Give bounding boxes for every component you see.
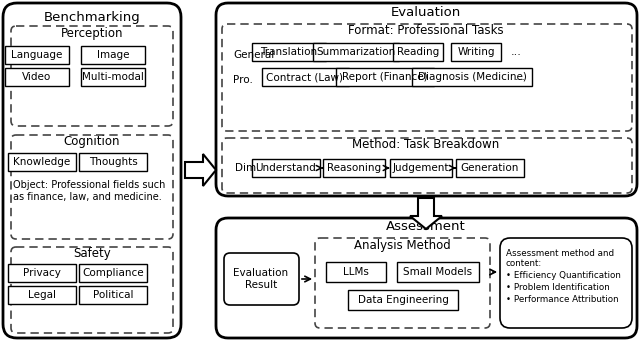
Text: • Efficiency Quantification: • Efficiency Quantification (506, 271, 621, 280)
Text: Pro.: Pro. (233, 75, 253, 85)
Text: Video: Video (22, 72, 52, 82)
FancyBboxPatch shape (11, 135, 173, 239)
Text: LLMs: LLMs (343, 267, 369, 277)
Bar (262, 68, 349, 86)
Text: General: General (233, 50, 275, 60)
Bar (348, 290, 458, 310)
Text: Thoughts: Thoughts (88, 157, 138, 167)
Text: Writing: Writing (457, 47, 495, 57)
Text: Evaluation: Evaluation (391, 6, 461, 19)
FancyBboxPatch shape (3, 3, 181, 338)
Bar (79, 264, 147, 282)
Text: Image: Image (97, 50, 129, 60)
Text: Cognition: Cognition (64, 134, 120, 148)
FancyBboxPatch shape (224, 253, 299, 305)
Bar (81, 46, 145, 64)
Text: Generation: Generation (461, 163, 519, 173)
Text: • Problem Identification: • Problem Identification (506, 283, 610, 292)
Bar (393, 43, 444, 61)
Text: Summarization: Summarization (316, 47, 396, 57)
Bar (390, 159, 452, 177)
Text: Understand: Understand (255, 163, 316, 173)
Text: Judgement: Judgement (393, 163, 449, 173)
Text: Benchmarking: Benchmarking (44, 12, 140, 25)
FancyBboxPatch shape (222, 24, 632, 131)
Text: Assessment method and: Assessment method and (506, 249, 614, 258)
Text: Report (Finance): Report (Finance) (342, 72, 428, 82)
Bar (79, 153, 147, 171)
FancyBboxPatch shape (11, 247, 173, 333)
Bar (5, 46, 69, 64)
Text: Assessment: Assessment (386, 221, 466, 234)
Text: Privacy: Privacy (23, 268, 61, 278)
FancyBboxPatch shape (222, 138, 632, 193)
Text: Small Models: Small Models (403, 267, 472, 277)
Text: Language: Language (12, 50, 63, 60)
Text: Translation: Translation (260, 47, 317, 57)
Bar (323, 159, 385, 177)
FancyBboxPatch shape (11, 26, 173, 126)
Text: Knowledge: Knowledge (13, 157, 70, 167)
FancyBboxPatch shape (216, 3, 637, 196)
Text: Format: Professional Tasks: Format: Professional Tasks (348, 25, 504, 38)
Text: Diagnosis (Medicine): Diagnosis (Medicine) (417, 72, 527, 82)
FancyBboxPatch shape (315, 238, 490, 328)
Text: Object: Professional fields such
as finance, law, and medicine.: Object: Professional fields such as fina… (13, 180, 165, 202)
Text: Evaluation
Result: Evaluation Result (234, 268, 289, 290)
Bar (8, 264, 76, 282)
Text: Method: Task Breakdown: Method: Task Breakdown (353, 137, 500, 150)
Text: • Performance Attribution: • Performance Attribution (506, 295, 619, 304)
Bar (397, 262, 479, 282)
Text: Legal: Legal (28, 290, 56, 300)
Text: Safety: Safety (73, 248, 111, 261)
Text: Analysis Method: Analysis Method (354, 238, 451, 252)
Bar (8, 153, 76, 171)
Text: Multi-modal: Multi-modal (82, 72, 144, 82)
Text: Reasoning: Reasoning (327, 163, 381, 173)
Text: ...: ... (515, 72, 525, 82)
Text: Data Engineering: Data Engineering (358, 295, 449, 305)
Text: Dim.: Dim. (235, 163, 259, 173)
Bar (5, 68, 69, 86)
Bar (8, 286, 76, 304)
Text: content:: content: (506, 259, 542, 268)
Bar (252, 159, 320, 177)
Polygon shape (185, 154, 216, 186)
Bar (412, 68, 532, 86)
Text: ...: ... (511, 47, 522, 57)
Bar (326, 262, 386, 282)
Text: Perception: Perception (61, 27, 124, 40)
FancyBboxPatch shape (216, 218, 637, 338)
Bar (81, 68, 145, 86)
Polygon shape (410, 198, 442, 229)
Bar (252, 43, 326, 61)
Bar (456, 159, 524, 177)
Text: Reading: Reading (397, 47, 439, 57)
Bar (79, 286, 147, 304)
Bar (336, 68, 434, 86)
Bar (314, 43, 399, 61)
Text: Political: Political (93, 290, 133, 300)
Text: Compliance: Compliance (82, 268, 144, 278)
Text: Contract (Law): Contract (Law) (266, 72, 344, 82)
Bar (451, 43, 501, 61)
FancyBboxPatch shape (500, 238, 632, 328)
